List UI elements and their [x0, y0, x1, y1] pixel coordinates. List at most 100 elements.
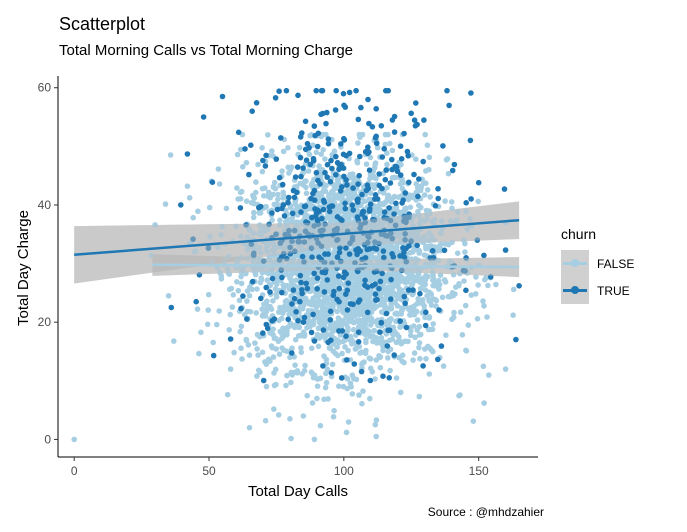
data-point-true — [387, 217, 394, 224]
data-point-false — [451, 309, 457, 316]
data-point-true — [334, 236, 341, 243]
legend-item-true: TRUE — [561, 277, 634, 304]
data-point-true — [325, 251, 331, 257]
data-point-false — [254, 286, 260, 292]
data-point-false — [510, 286, 517, 293]
data-point-true — [388, 296, 394, 302]
data-point-true — [320, 363, 326, 369]
data-point-true — [333, 228, 340, 235]
x-tick-label: 50 — [202, 464, 216, 478]
data-point-true — [372, 239, 378, 245]
data-point-false — [353, 312, 359, 318]
data-point-false — [349, 372, 356, 379]
data-point-false — [237, 196, 244, 202]
data-point-false — [228, 285, 235, 292]
data-point-true — [388, 230, 394, 237]
data-point-true — [205, 245, 212, 251]
data-point-true — [380, 373, 386, 380]
data-point-true — [310, 311, 316, 318]
data-point-false — [218, 232, 224, 238]
data-point-true — [263, 152, 269, 159]
data-point-true — [388, 276, 394, 283]
data-point-false — [307, 132, 313, 139]
data-point-false — [205, 291, 212, 298]
data-point-true — [264, 325, 271, 332]
data-point-true — [357, 225, 363, 232]
data-point-false — [303, 178, 309, 184]
data-point-true — [341, 135, 347, 142]
data-point-true — [276, 88, 282, 94]
data-point-false — [271, 406, 277, 412]
data-point-true — [372, 291, 379, 298]
data-point-false — [269, 148, 275, 154]
data-point-false — [280, 195, 286, 201]
data-point-false — [389, 175, 396, 181]
data-point-false — [308, 345, 315, 352]
data-point-false — [296, 144, 303, 151]
data-point-false — [302, 213, 309, 220]
data-point-false — [310, 297, 316, 304]
data-point-false — [244, 308, 251, 315]
data-point-true — [397, 253, 403, 259]
data-point-false — [354, 318, 361, 325]
data-point-false — [359, 400, 365, 407]
data-point-false — [331, 220, 337, 227]
data-point-true — [304, 140, 311, 147]
data-point-true — [420, 363, 426, 369]
data-point-true — [350, 185, 356, 191]
data-point-true — [460, 267, 467, 274]
data-point-false — [254, 373, 260, 379]
data-point-true — [321, 289, 328, 295]
data-point-true — [391, 211, 397, 217]
data-point-true — [333, 87, 340, 94]
data-point-true — [390, 254, 397, 260]
data-point-false — [452, 291, 458, 297]
data-point-true — [355, 116, 362, 123]
data-point-true — [301, 314, 308, 321]
y-tick-label: 0 — [44, 432, 51, 446]
data-point-false — [280, 310, 286, 317]
data-point-false — [349, 391, 356, 397]
data-point-true — [373, 106, 380, 112]
data-point-false — [382, 278, 389, 284]
data-point-true — [276, 174, 283, 181]
data-point-false — [294, 324, 301, 330]
data-point-false — [363, 325, 369, 332]
data-point-false — [367, 171, 374, 178]
data-point-false — [231, 349, 237, 356]
data-point-false — [195, 208, 201, 215]
data-point-false — [395, 311, 401, 317]
data-point-false — [334, 344, 341, 350]
data-point-true — [385, 327, 391, 334]
data-point-false — [271, 382, 278, 389]
data-point-true — [359, 211, 365, 217]
data-point-true — [333, 172, 339, 178]
data-point-false — [388, 300, 394, 307]
data-point-false — [442, 241, 449, 247]
data-point-true — [296, 239, 303, 245]
data-point-false — [196, 350, 202, 357]
data-point-true — [300, 319, 307, 326]
legend-title: churn — [561, 226, 597, 242]
data-point-false — [303, 184, 309, 191]
data-point-false — [254, 331, 261, 338]
data-point-true — [219, 93, 226, 100]
data-point-true — [298, 173, 304, 180]
data-point-true — [363, 187, 370, 194]
data-point-false — [373, 417, 380, 423]
data-point-false — [438, 230, 444, 237]
data-point-false — [380, 343, 386, 350]
data-point-false — [426, 298, 432, 304]
data-point-false — [314, 331, 321, 338]
data-point-false — [443, 157, 450, 163]
data-point-false — [263, 269, 270, 276]
data-point-false — [237, 146, 244, 153]
data-point-true — [406, 211, 413, 217]
data-point-true — [412, 123, 419, 129]
data-point-true — [257, 203, 264, 210]
data-point-true — [297, 154, 304, 161]
data-point-false — [294, 368, 301, 374]
data-point-false — [259, 168, 266, 175]
data-point-false — [275, 338, 282, 345]
data-point-false — [390, 324, 397, 331]
